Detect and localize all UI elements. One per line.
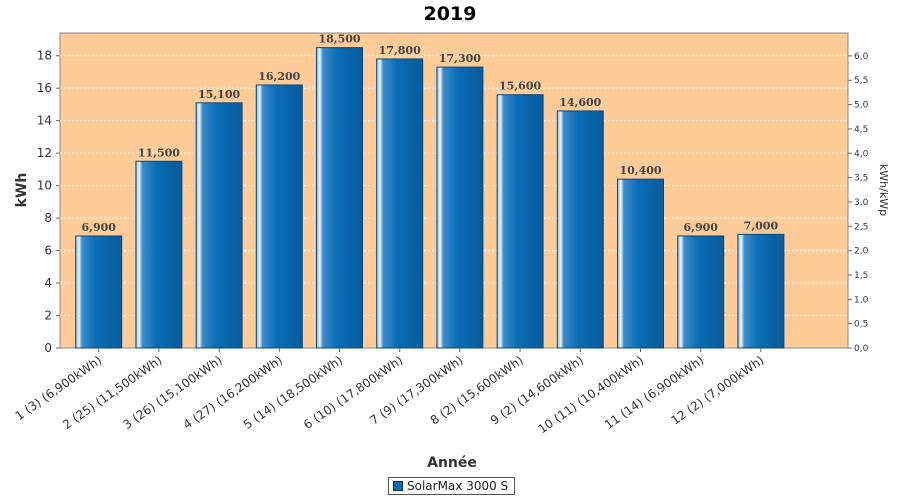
bar [255,84,303,349]
x-tick-label: 3 (26) (15,100kWh) [120,353,224,432]
bars [75,47,785,349]
x-tick-label: 4 (27) (16,200kWh) [181,353,285,432]
data-label: 6,900 [81,221,116,234]
bar [135,160,183,349]
x-tick-label: 11 (14) (6,900kWh) [602,353,706,432]
y-right-tick-label: 5,0 [854,101,869,111]
chart-title: 2019 [424,3,477,25]
bar [436,66,484,349]
bar [737,233,785,349]
data-label: 10,400 [619,164,661,177]
y-axis-label: kWh [14,173,30,208]
x-axis-label: Année [427,455,477,471]
bar [75,235,123,349]
y-tick-label: 6 [44,244,52,258]
data-label: 6,900 [683,221,718,234]
y-tick-label: 8 [44,211,52,225]
y-tick-label: 0 [44,341,52,355]
y-right-tick-label: 1,5 [854,271,868,281]
data-label: 15,100 [198,88,240,101]
y-tick-label: 14 [37,114,52,128]
bar [316,47,363,349]
legend: SolarMax 3000 S [388,477,516,495]
y-right-tick-label: 4,0 [854,149,869,159]
y-tick-label: 10 [37,179,52,193]
data-label: 14,600 [559,96,601,109]
x-axis: 1 (3) (6,900kWh)2 (25) (11,500kWh)3 (26)… [13,348,767,436]
y-right-tick-label: 6,0 [854,52,869,62]
x-tick-label: 5 (14) (18,500kWh) [241,353,345,432]
y-tick-label: 18 [37,49,52,63]
y-right-tick-label: 3,0 [854,198,869,208]
data-label: 15,600 [499,80,541,93]
x-tick-label: 2 (25) (11,500kWh) [60,353,164,432]
data-label: 17,300 [439,52,481,65]
y-tick-label: 12 [37,146,52,160]
y-right-tick-label: 5,5 [854,76,868,86]
bar [195,102,243,349]
x-tick-label: 10 (11) (10,400kWh) [536,353,647,436]
y-axis-left: 0 2 4 6 8 10 12 14 16 18 [37,49,60,355]
bar [376,58,424,349]
y-right-tick-label: 4,5 [854,125,868,135]
y-axis-right: 0,0 0,5 1,0 1,5 2,0 2,5 3,0 3,5 4,0 4,5 5,0 5,5 6,0 [848,52,869,354]
bar [556,110,604,349]
bar [677,235,725,349]
data-labels: 6,900 11,500 15,100 16,200 18,500 17,800 17,30… [81,33,778,234]
y-right-tick-label: 2,5 [854,222,868,232]
y-tick-label: 4 [44,276,52,290]
bar [617,178,664,349]
x-tick-label: 6 (10) (17,800kWh) [301,353,405,432]
y-right-tick-label: 0,0 [854,344,869,354]
y-right-tick-label: 1,0 [854,295,869,305]
data-label: 16,200 [258,70,300,83]
data-label: 11,500 [138,146,180,159]
legend-swatch [393,481,403,491]
data-label: 18,500 [318,33,360,46]
y-tick-label: 2 [44,309,52,323]
data-label: 17,800 [379,44,421,57]
y-right-tick-label: 2,0 [854,247,869,257]
y-axis-right-label: kWh/kWp [877,164,890,216]
y-tick-label: 16 [37,81,52,95]
y-right-tick-label: 0,5 [854,320,868,330]
bar [496,94,544,349]
data-label: 7,000 [744,219,779,232]
y-right-tick-label: 3,5 [854,174,868,184]
legend-label: SolarMax 3000 S [407,479,509,493]
